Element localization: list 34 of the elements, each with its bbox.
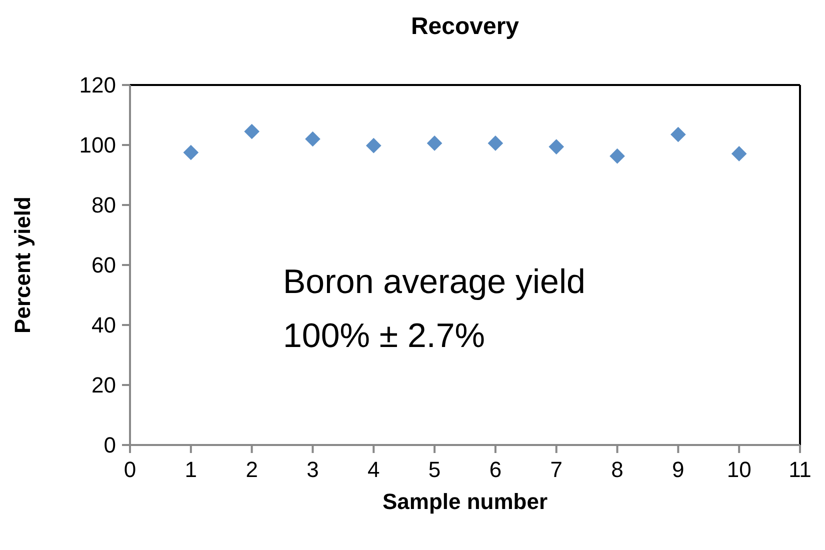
point	[731, 146, 747, 162]
y-tick-label: 80	[92, 192, 116, 218]
point	[426, 136, 442, 151]
x-tick-label: 7	[550, 457, 562, 482]
x-tick-label: 0	[124, 457, 136, 482]
x-tick-label: 10	[726, 457, 752, 482]
y-tick-label: 120	[79, 72, 116, 98]
point	[488, 136, 504, 151]
y-tick-label: 20	[92, 372, 116, 398]
x-tick-label: 4	[368, 457, 380, 482]
point	[366, 138, 382, 154]
point	[610, 148, 625, 164]
x-tick-label: 1	[184, 457, 198, 482]
chart-title: Recovery	[410, 13, 520, 40]
x-tick-label: 2	[246, 457, 258, 482]
point	[183, 144, 199, 160]
point	[305, 131, 320, 147]
annotation: 100% ± 2.7%	[283, 317, 486, 355]
point	[670, 126, 686, 142]
y-axis-title: Percent yield	[10, 196, 35, 334]
point	[548, 139, 564, 154]
x-tick-label: 11	[788, 457, 812, 482]
y-tick-label: 40	[92, 312, 116, 338]
y-tick-label: 100	[79, 132, 116, 158]
x-tick-label: 8	[611, 457, 624, 482]
point	[244, 124, 260, 140]
y-tick-label: 0	[104, 432, 116, 458]
y-tick-label: 60	[92, 252, 116, 278]
annotation: Boron average yield	[283, 263, 586, 301]
x-tick-label: 5	[428, 457, 441, 482]
x-tick-label: 6	[489, 457, 502, 482]
x-tick-label: 3	[306, 457, 319, 482]
x-axis-title: Sample number	[382, 489, 548, 514]
x-tick-label: 9	[672, 457, 684, 482]
